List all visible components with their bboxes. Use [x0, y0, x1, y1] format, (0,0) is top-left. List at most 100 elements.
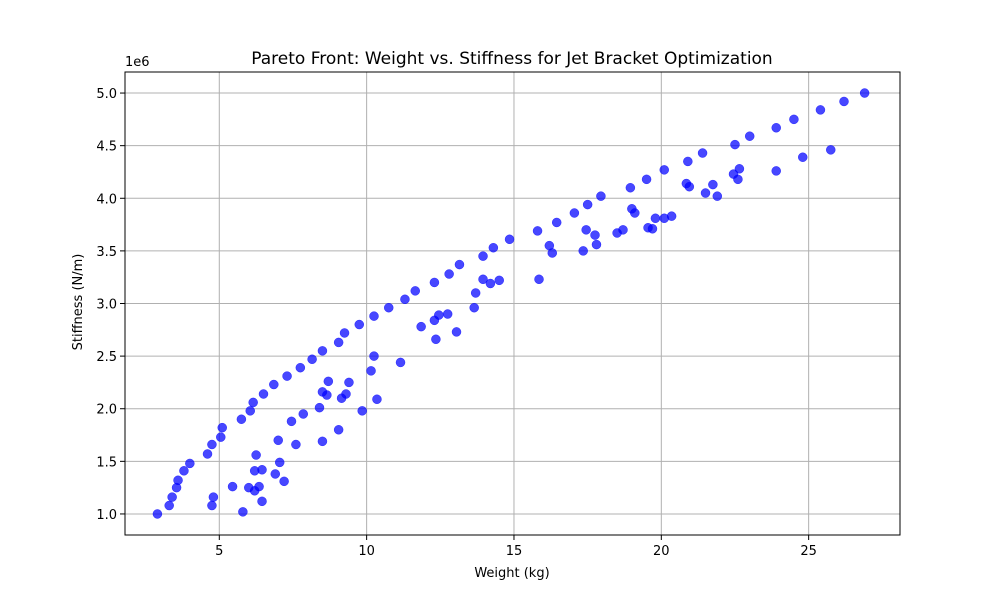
scatter-point: [258, 389, 269, 399]
scatter-point: [618, 225, 628, 235]
scatter-point: [291, 439, 301, 450]
y-tick-label: 1.0: [96, 508, 117, 523]
scatter-point: [429, 277, 440, 288]
scatter-point: [451, 327, 462, 337]
scatter-point: [354, 319, 365, 330]
scatter-point: [410, 286, 421, 296]
scatter-point: [798, 152, 808, 162]
scatter-point: [444, 269, 454, 279]
scatter-point: [236, 414, 247, 424]
scatter-point: [532, 226, 543, 236]
scatter-point: [494, 275, 504, 286]
scatter-point: [333, 337, 344, 348]
scatter-point: [341, 389, 351, 399]
scatter-point: [257, 496, 267, 507]
scatter-point: [227, 481, 238, 492]
scatter-point: [322, 390, 332, 400]
scatter-point: [307, 354, 317, 365]
scatter-point: [504, 234, 515, 245]
scatter-point: [442, 309, 453, 319]
y-tick-label: 3.5: [96, 245, 117, 260]
scatter-point: [839, 96, 849, 107]
scatter-point: [659, 165, 670, 175]
x-tick-label: 5: [215, 544, 223, 559]
scatter-point: [700, 188, 711, 198]
x-axis-label: Weight (kg): [474, 566, 549, 581]
scatter-point: [815, 105, 826, 115]
chart-title: Pareto Front: Weight vs. Stiffness for J…: [251, 49, 772, 69]
scatter-point: [647, 224, 658, 234]
scatter-point: [469, 302, 479, 313]
scatter-point: [269, 379, 279, 390]
scatter-point: [273, 435, 283, 446]
scatter-point: [217, 422, 227, 433]
scatter-point: [650, 213, 661, 224]
scatter-point: [254, 481, 264, 492]
x-tick-label: 20: [653, 544, 670, 559]
y-tick-label: 5.0: [96, 87, 117, 102]
scatter-point: [383, 302, 394, 313]
scatter-point: [400, 294, 410, 305]
scatter-point: [789, 114, 799, 125]
scatter-point: [641, 174, 652, 185]
data-points: [152, 88, 870, 519]
scatter-point: [216, 432, 226, 442]
scatter-point: [298, 409, 309, 419]
x-tick-label: 15: [506, 544, 523, 559]
scatter-point: [369, 311, 379, 321]
scatter-point: [734, 164, 745, 174]
scatter-point: [730, 139, 740, 150]
scatter-point: [744, 131, 755, 141]
scatter-point: [470, 288, 481, 298]
scatter-point: [478, 274, 488, 285]
scatter-point: [684, 181, 695, 192]
y-tick-label: 3.0: [96, 298, 117, 313]
scatter-point: [683, 156, 693, 167]
scatter-point: [282, 371, 292, 381]
scatter-point: [274, 457, 285, 468]
scatter-point: [708, 179, 718, 190]
scatter-point: [534, 274, 544, 285]
scatter-point: [666, 211, 677, 221]
scatter-point: [569, 208, 580, 218]
scatter-point: [771, 166, 781, 176]
scatter-point: [279, 476, 289, 487]
scatter-point: [238, 507, 248, 517]
scatter-point: [416, 321, 426, 332]
scatter-point: [372, 394, 382, 405]
y-axis-offset-label: 1e6: [125, 55, 150, 70]
scatter-point: [578, 246, 588, 256]
scatter-point: [207, 439, 217, 450]
scatter-point: [582, 199, 593, 210]
scatter-point: [164, 500, 174, 511]
scatter-point: [185, 458, 195, 469]
scatter-point: [625, 183, 636, 193]
scatter-point: [248, 397, 258, 408]
y-tick-label: 4.0: [96, 192, 117, 207]
grid: [125, 72, 900, 535]
scatter-point: [208, 492, 219, 502]
scatter-point: [323, 376, 334, 387]
scatter-point: [333, 425, 344, 435]
scatter-point: [454, 259, 465, 270]
x-tick-label: 25: [800, 544, 817, 559]
scatter-point: [859, 88, 870, 98]
scatter-point: [257, 465, 267, 475]
scatter-point: [344, 377, 354, 388]
scatter-point: [826, 145, 836, 155]
scatter-point: [630, 208, 640, 218]
x-tick-label: 10: [358, 544, 375, 559]
scatter-point: [434, 310, 444, 320]
scatter-point: [314, 402, 325, 413]
scatter-point: [733, 174, 743, 185]
scatter-point: [317, 346, 328, 356]
scatter-point: [339, 328, 350, 338]
y-axis-label: Stiffness (N/m): [71, 254, 86, 351]
scatter-point: [697, 148, 708, 158]
scatter-point: [179, 466, 189, 476]
scatter-point: [245, 406, 255, 416]
y-tick-label: 2.5: [96, 350, 117, 365]
scatter-point: [596, 191, 606, 201]
scatter-point: [357, 406, 367, 416]
